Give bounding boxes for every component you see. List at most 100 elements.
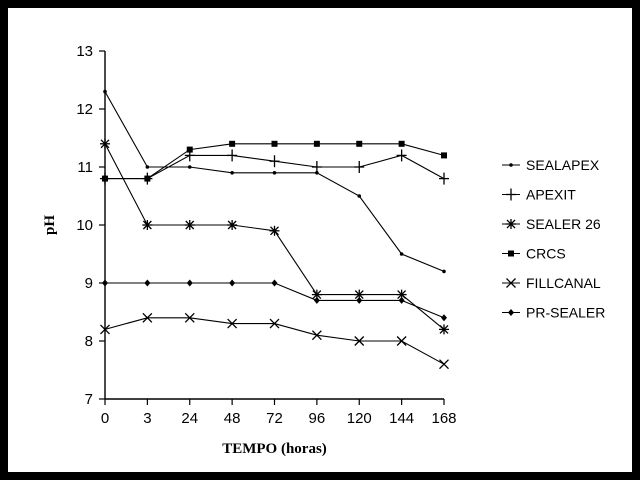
y-tick-label: 9 — [85, 275, 93, 292]
data-point-fillcanal — [100, 324, 110, 335]
legend-item-sealer-26: SEALER 26 — [502, 216, 601, 232]
legend-marker — [508, 309, 514, 316]
legend-marker — [506, 188, 516, 201]
legend-marker — [506, 219, 516, 229]
data-point-sealapex — [442, 269, 446, 274]
legend-marker — [506, 278, 516, 288]
x-tick-label: 120 — [347, 410, 372, 427]
data-point-sealer-26 — [227, 220, 238, 230]
data-point-sealer-26 — [184, 220, 195, 230]
legend-label: APEXIT — [526, 187, 576, 203]
data-point-sealapex — [357, 194, 362, 198]
x-tick-label: 168 — [431, 410, 456, 427]
legend-item-apexit: APEXIT — [502, 187, 576, 203]
series-pr-sealer — [102, 279, 447, 322]
x-tick-label: 24 — [181, 410, 198, 427]
data-point-sealer-26 — [311, 289, 322, 300]
data-point-crcs — [398, 140, 405, 147]
data-point-sealapex — [103, 89, 107, 94]
data-point-sealapex — [145, 165, 150, 169]
data-point-pr-sealer — [144, 279, 151, 287]
y-axis-title: pH — [42, 215, 58, 235]
data-point-apexit — [227, 149, 238, 162]
data-point-fillcanal — [184, 312, 195, 323]
legend-label: CRCS — [526, 246, 566, 262]
x-tick-label: 144 — [389, 410, 414, 427]
data-point-sealapex — [230, 171, 234, 175]
data-point-crcs — [229, 140, 236, 147]
y-tick-label: 13 — [76, 43, 93, 60]
series-line-sealapex — [104, 91, 445, 272]
x-axis-title: TEMPO (horas) — [222, 441, 327, 457]
x-tick-label: 48 — [224, 410, 241, 427]
data-point-crcs — [441, 152, 447, 159]
data-point-apexit — [439, 172, 449, 185]
y-tick-label: 10 — [76, 217, 93, 234]
legend-item-sealapex: SEALAPEX — [502, 157, 600, 173]
data-point-pr-sealer — [356, 296, 363, 304]
chart-area: 7 8 9 10 11 12 13 0 3 24 48 72 96 120 144 168 SEALAPEX… — [8, 8, 632, 472]
x-tick-label: 3 — [143, 410, 151, 427]
legend-item-fillcanal: FILLCANAL — [502, 275, 601, 291]
data-point-pr-sealer — [398, 296, 405, 304]
data-point-pr-sealer — [102, 279, 108, 287]
line-chart: 7 8 9 10 11 12 13 0 3 24 48 72 96 120 144 168 SEALAPEX… — [42, 43, 605, 457]
series-line-fillcanal — [104, 317, 445, 365]
data-point-sealapex — [272, 171, 277, 175]
data-point-fillcanal — [269, 318, 280, 329]
series-sealer-26 — [100, 138, 449, 335]
x-tick-label: 96 — [309, 410, 326, 427]
legend-marker — [509, 163, 513, 167]
data-point-sealer-26 — [439, 324, 449, 335]
data-point-crcs — [144, 175, 151, 182]
series-fillcanal — [100, 312, 449, 370]
data-point-fillcanal — [439, 359, 449, 370]
data-point-sealer-26 — [100, 138, 110, 149]
data-point-crcs — [313, 140, 320, 147]
data-point-sealapex — [399, 252, 404, 256]
data-point-pr-sealer — [271, 279, 278, 287]
data-point-fillcanal — [311, 330, 322, 341]
data-point-fillcanal — [142, 312, 153, 323]
y-tick-label: 12 — [76, 101, 93, 118]
data-point-crcs — [102, 175, 108, 182]
data-point-sealer-26 — [396, 289, 407, 300]
legend-item-crcs: CRCS — [502, 246, 566, 262]
x-ticks: 0 3 24 48 72 96 120 144 168 — [101, 399, 457, 427]
x-tick-label: 72 — [266, 410, 283, 427]
data-point-apexit — [396, 149, 407, 162]
data-point-pr-sealer — [229, 279, 236, 287]
data-point-pr-sealer — [313, 296, 320, 304]
data-point-crcs — [271, 140, 278, 147]
data-point-sealer-26 — [142, 220, 153, 230]
legend-label: PR-SEALER — [526, 305, 605, 321]
data-point-apexit — [354, 161, 365, 173]
y-tick-label: 8 — [85, 333, 93, 350]
y-ticks: 7 8 9 10 11 12 13 — [76, 43, 105, 408]
data-point-crcs — [186, 146, 193, 153]
data-point-fillcanal — [396, 336, 407, 346]
legend: SEALAPEX APEXIT SEALER 26 CRCS FILLCANAL PR-S… — [502, 157, 605, 321]
legend-label: SEALER 26 — [526, 216, 601, 232]
series-layer — [100, 89, 449, 370]
data-point-crcs — [356, 140, 363, 147]
data-point-fillcanal — [354, 336, 365, 346]
legend-label: FILLCANAL — [526, 275, 601, 291]
series-crcs — [102, 140, 447, 182]
y-tick-label: 7 — [85, 391, 93, 408]
legend-label: SEALAPEX — [526, 157, 600, 173]
data-point-sealer-26 — [269, 225, 280, 236]
series-line-pr-sealer — [105, 282, 445, 319]
data-point-fillcanal — [227, 318, 238, 329]
legend-marker — [508, 250, 514, 257]
data-point-sealapex — [187, 165, 192, 169]
data-point-pr-sealer — [441, 314, 447, 322]
x-tick-label: 0 — [101, 410, 109, 427]
data-point-apexit — [269, 155, 280, 168]
series-sealapex — [103, 89, 446, 274]
data-point-pr-sealer — [186, 279, 193, 287]
data-point-apexit — [311, 161, 322, 173]
y-tick-label: 11 — [77, 159, 93, 176]
legend-item-pr-sealer: PR-SEALER — [502, 305, 605, 321]
